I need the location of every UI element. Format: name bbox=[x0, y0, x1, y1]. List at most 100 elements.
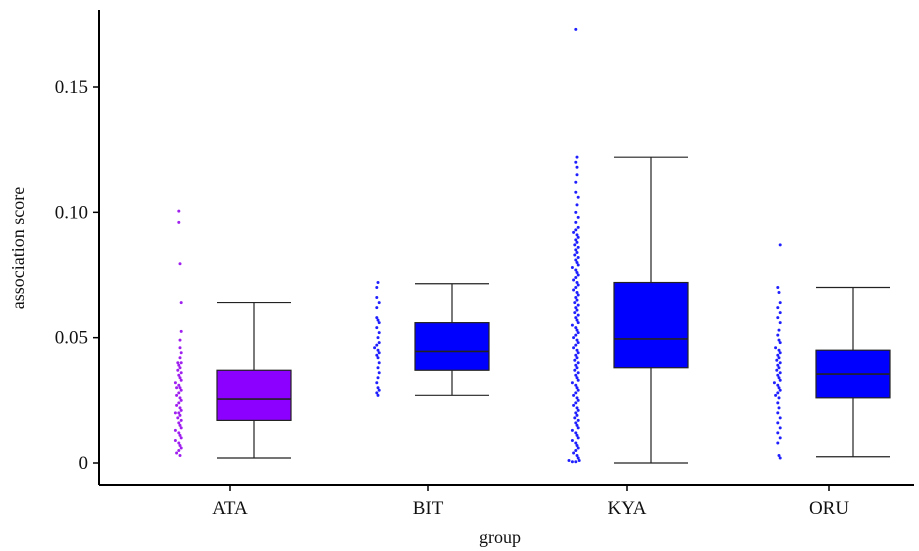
data-point-oru bbox=[776, 431, 780, 435]
data-point-kya bbox=[576, 195, 580, 199]
data-point-ata bbox=[179, 351, 183, 355]
data-point-bit bbox=[377, 361, 381, 365]
data-point-bit bbox=[377, 351, 381, 355]
data-point-kya bbox=[574, 460, 578, 464]
box-kya bbox=[613, 156, 689, 464]
data-point-bit bbox=[376, 318, 380, 322]
data-point-oru bbox=[778, 351, 782, 355]
data-point-ata bbox=[175, 386, 179, 390]
data-point-oru bbox=[776, 306, 780, 310]
data-point-oru bbox=[774, 346, 778, 350]
data-point-bit bbox=[375, 286, 379, 290]
data-point-ata bbox=[179, 378, 183, 382]
data-point-oru bbox=[778, 311, 782, 315]
data-point-kya bbox=[573, 243, 577, 247]
data-point-kya bbox=[573, 416, 577, 420]
data-point-kya bbox=[574, 296, 578, 300]
y-tick-label: 0.05 bbox=[55, 328, 88, 349]
data-point-kya bbox=[574, 343, 578, 347]
data-point-ata bbox=[179, 361, 183, 365]
data-point-kya bbox=[575, 165, 579, 169]
data-point-kya bbox=[576, 303, 580, 307]
data-point-kya bbox=[573, 358, 577, 362]
data-point-kya bbox=[576, 255, 580, 259]
data-point-oru bbox=[776, 333, 780, 337]
data-point-kya bbox=[574, 316, 578, 320]
data-point-kya bbox=[575, 173, 579, 177]
data-point-ata bbox=[177, 373, 181, 377]
data-point-kya bbox=[570, 428, 574, 432]
data-point-bit bbox=[377, 341, 381, 345]
data-point-kya bbox=[576, 436, 580, 440]
data-point-kya bbox=[575, 298, 579, 302]
data-point-oru bbox=[777, 366, 781, 370]
data-point-oru bbox=[772, 381, 776, 385]
data-point-bit bbox=[375, 391, 379, 395]
data-point-ata bbox=[178, 366, 182, 370]
y-tick-label: 0.10 bbox=[55, 202, 88, 223]
data-point-oru bbox=[777, 338, 781, 342]
data-point-oru bbox=[777, 356, 781, 360]
data-point-kya bbox=[575, 376, 579, 380]
data-point-kya bbox=[574, 27, 578, 31]
data-point-ata bbox=[179, 329, 183, 333]
data-point-kya bbox=[574, 248, 578, 252]
data-point-ata bbox=[179, 398, 183, 402]
data-point-kya bbox=[576, 283, 580, 287]
data-point-kya bbox=[576, 263, 580, 267]
data-point-oru bbox=[776, 421, 780, 425]
data-point-kya bbox=[574, 276, 578, 280]
data-point-oru bbox=[778, 371, 782, 375]
data-point-oru bbox=[777, 376, 781, 380]
data-point-ata bbox=[177, 421, 181, 425]
data-point-ata bbox=[179, 446, 183, 450]
data-point-kya bbox=[575, 386, 579, 390]
data-point-bit bbox=[376, 348, 380, 352]
data-point-ata bbox=[176, 416, 180, 420]
data-point-kya bbox=[575, 433, 579, 437]
data-point-bit bbox=[377, 331, 381, 335]
data-point-bit bbox=[376, 281, 380, 285]
data-point-bit bbox=[376, 393, 380, 397]
data-point-kya bbox=[576, 351, 580, 355]
data-point-ata bbox=[178, 262, 182, 266]
data-point-kya bbox=[577, 458, 581, 462]
data-point-kya bbox=[575, 250, 579, 254]
data-point-kya bbox=[574, 306, 578, 310]
data-point-ata bbox=[178, 406, 182, 410]
data-point-kya bbox=[576, 225, 580, 229]
data-point-kya bbox=[574, 238, 578, 242]
data-point-oru bbox=[776, 286, 780, 290]
data-point-kya bbox=[574, 333, 578, 337]
data-point-kya bbox=[572, 336, 576, 340]
data-point-kya bbox=[574, 210, 578, 214]
data-point-oru bbox=[776, 441, 780, 445]
data-point-kya bbox=[574, 431, 578, 435]
box-oru bbox=[815, 286, 891, 458]
data-point-bit bbox=[376, 376, 380, 380]
data-point-bit bbox=[377, 301, 381, 305]
data-point-ata bbox=[179, 301, 183, 305]
data-point-oru bbox=[775, 358, 779, 362]
data-point-bit bbox=[375, 343, 379, 347]
x-axis-title: group bbox=[479, 527, 521, 547]
data-point-kya bbox=[574, 411, 578, 415]
data-point-bit bbox=[377, 388, 381, 392]
y-axis-title: association score bbox=[8, 187, 28, 309]
data-point-kya bbox=[574, 220, 578, 224]
data-point-bit bbox=[373, 346, 377, 350]
data-point-kya bbox=[576, 273, 580, 277]
y-tick-label: 0 bbox=[79, 453, 89, 474]
data-point-kya bbox=[575, 443, 579, 447]
data-point-kya bbox=[572, 278, 576, 282]
data-point-kya bbox=[573, 253, 577, 257]
data-point-kya bbox=[574, 373, 578, 377]
data-point-oru bbox=[778, 426, 782, 430]
box-bit bbox=[414, 283, 490, 396]
data-point-kya bbox=[576, 341, 580, 345]
data-point-kya bbox=[576, 398, 580, 402]
x-tick-label: ORU bbox=[809, 498, 849, 519]
data-point-ata bbox=[176, 368, 180, 372]
data-point-oru bbox=[778, 378, 782, 382]
data-point-kya bbox=[574, 441, 578, 445]
